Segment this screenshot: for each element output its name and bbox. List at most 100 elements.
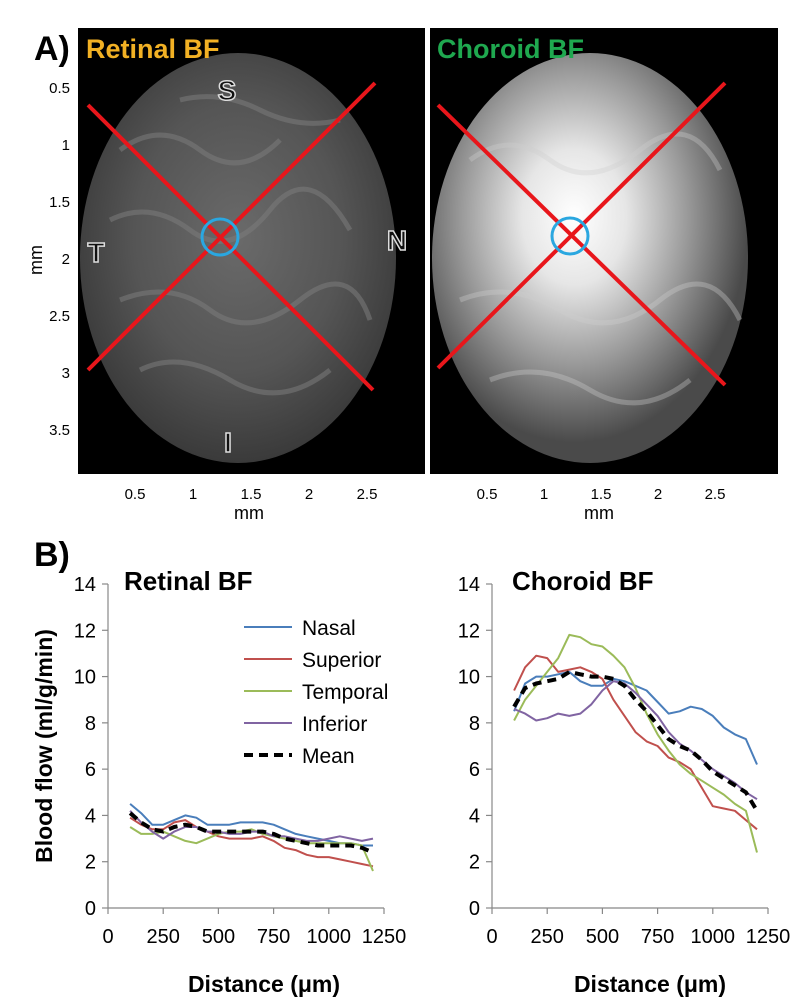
retinal-cross-line-2 [86, 81, 377, 372]
panel-a-y-tick: 1 [62, 137, 70, 154]
retinal-fovea-circle [200, 217, 240, 257]
panel-b-label: B) [34, 536, 70, 574]
choroid-cross-line-1 [436, 103, 727, 387]
choroid-vessel-texture [459, 131, 743, 406]
y-tick-label: 6 [85, 759, 96, 781]
vessel-texture-1 [118, 132, 282, 166]
panel-a-x-tick: 1.5 [591, 486, 612, 503]
vessel-texture-4 [138, 359, 332, 396]
legend-label-temporal: Temporal [302, 681, 388, 704]
series-line-inferior [129, 810, 374, 842]
y-tick-label: 0 [469, 898, 480, 920]
panel-a-xlabel-right: mm [584, 503, 614, 523]
panel-a-y-tick: 1.5 [49, 194, 70, 211]
y-tick-label: 2 [85, 852, 96, 874]
x-tick-label: 500 [202, 926, 235, 948]
x-tick-label: 750 [641, 926, 674, 948]
y-tick-label: 10 [74, 667, 96, 689]
y-tick-label: 12 [458, 620, 480, 642]
panel-a-x-ticks-right: 0.5 1 1.5 2 2.5 [477, 486, 726, 503]
choroid-texture-3 [489, 369, 692, 406]
temporal-label: T [87, 237, 104, 268]
panel-a-x-tick: 1 [540, 486, 548, 503]
y-tick-label: 10 [458, 667, 480, 689]
x-tick-label: 250 [531, 926, 564, 948]
retinal-bf-chart: 0 2 4 6 8 10 12 14 0 250 500 750 1000 1250 [74, 574, 407, 948]
series-line-inferior [513, 680, 758, 801]
choroid-image-field [432, 53, 748, 463]
series-line-superior [129, 816, 374, 868]
y-tick-label: 8 [85, 713, 96, 735]
panel-a-x-tick: 0.5 [125, 486, 146, 503]
panel-a-x-tick: 1.5 [241, 486, 262, 503]
y-tick-label: 2 [469, 852, 480, 874]
nasal-label: N [387, 225, 407, 256]
panel-a-x-tick: 0.5 [477, 486, 498, 503]
choroid-fovea-circle [550, 216, 590, 256]
panel-a-xlabel-left: mm [234, 503, 264, 523]
chart-retinal-title: Retinal BF [124, 566, 253, 596]
x-tick-label: 1250 [362, 926, 407, 948]
x-tick-label: 0 [102, 926, 113, 948]
y-tick-label: 14 [74, 574, 96, 596]
series-line-superior [513, 654, 758, 831]
x-tick-label: 250 [147, 926, 180, 948]
series-line-mean [128, 811, 374, 855]
x-tick-label: 1250 [746, 926, 791, 948]
y-tick-label: 12 [74, 620, 96, 642]
x-tick-label: 0 [486, 926, 497, 948]
legend-label-inferior: Inferior [302, 713, 367, 736]
legend-label-mean: Mean [302, 745, 355, 768]
choroid-texture-2 [459, 281, 743, 326]
retinal-image-field [80, 53, 396, 463]
series-line-nasal [513, 670, 758, 765]
y-tick-label: 8 [469, 713, 480, 735]
superior-label: S [218, 75, 237, 106]
vessel-texture-3 [119, 281, 373, 326]
retinal-image-title: Retinal BF [86, 34, 220, 64]
panel-a-y-tick: 0.5 [49, 80, 70, 97]
y-tick-label: 6 [469, 759, 480, 781]
retinal-bf-image: S I T N [78, 28, 425, 474]
panel-a-ylabel: mm [26, 245, 46, 275]
panel-a-x-tick: 2.5 [705, 486, 726, 503]
x-tick-label: 750 [257, 926, 290, 948]
chart-choroid-title: Choroid BF [512, 566, 654, 596]
choroid-bf-chart: 0 2 4 6 8 10 12 14 0 250 500 750 1000 1250 [458, 574, 791, 948]
x-tick-label: 1000 [691, 926, 736, 948]
series-line-mean [512, 669, 759, 812]
chart-ylabel: Blood flow (ml/g/min) [31, 629, 57, 863]
y-tick-label: 4 [469, 805, 480, 827]
y-tick-label: 0 [85, 898, 96, 920]
x-tick-label: 500 [586, 926, 619, 948]
panel-a-x-ticks-left: 0.5 1 1.5 2 2.5 [125, 486, 378, 503]
choroid-cross-line-2 [436, 81, 727, 370]
series-line-nasal [129, 803, 373, 847]
legend-label-superior: Superior [302, 649, 381, 672]
chart-retinal-xlabel: Distance (μm) [188, 971, 340, 997]
panel-a-label: A) [34, 30, 70, 68]
panel-a-x-tick: 2 [305, 486, 313, 503]
series-line-temporal [129, 826, 374, 872]
panel-a-x-tick: 2.5 [357, 486, 378, 503]
legend: Nasal Superior Temporal Inferior Mean [244, 617, 388, 768]
retinal-cross-line-1 [86, 103, 375, 392]
panel-a-y-tick: 2 [62, 251, 70, 268]
choroid-texture-1 [468, 131, 723, 176]
y-tick-label: 4 [85, 805, 96, 827]
chart-choroid-xlabel: Distance (μm) [574, 971, 726, 997]
vessel-texture-5 [179, 94, 341, 126]
panel-a-y-ticks: 0.5 1 1.5 2 2.5 3 3.5 [49, 80, 70, 439]
y-tick-label: 14 [458, 574, 480, 596]
series-line-temporal [513, 633, 758, 853]
panel-a-x-tick: 2 [654, 486, 662, 503]
panel-a-y-tick: 3.5 [49, 422, 70, 439]
choroid-bf-image [430, 28, 778, 474]
x-tick-label: 1000 [307, 926, 352, 948]
inferior-label: I [224, 427, 232, 458]
legend-label-nasal: Nasal [302, 617, 356, 640]
panel-a-y-tick: 2.5 [49, 308, 70, 325]
panel-a-y-tick: 3 [62, 365, 70, 382]
panel-a-x-tick: 1 [189, 486, 197, 503]
